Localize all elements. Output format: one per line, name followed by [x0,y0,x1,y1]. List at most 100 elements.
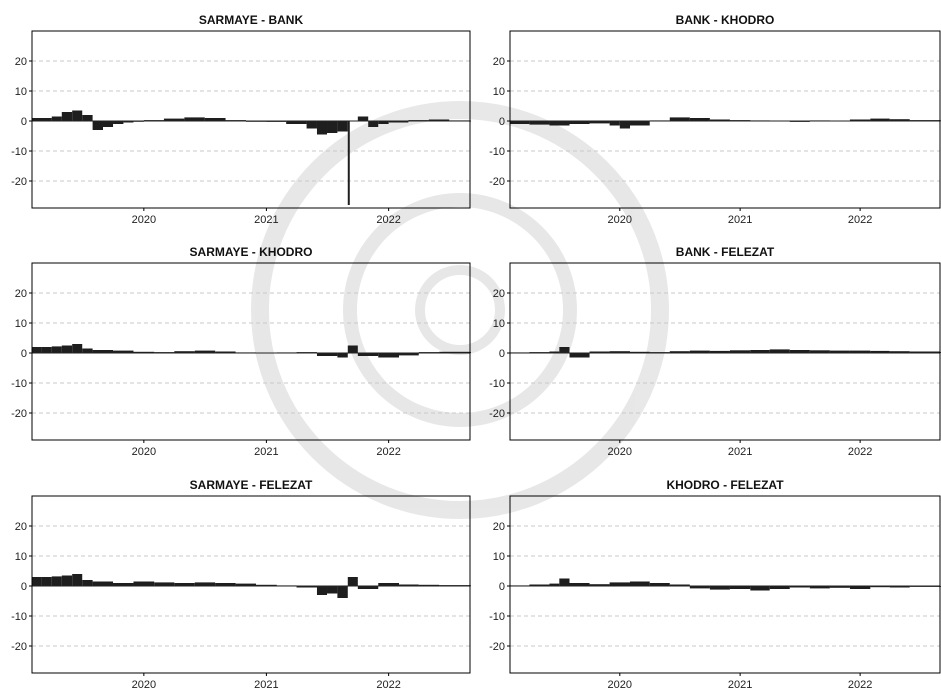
y-tick-label: -10 [489,378,505,390]
y-tick-label: -20 [489,176,505,188]
bar [92,350,114,353]
y-tick-label: -20 [489,641,505,653]
bar [589,121,610,124]
bar [569,583,590,586]
y-tick-label: 20 [493,56,505,68]
panel-title: SARMAYE - KHODRO [190,245,313,259]
y-tick-label: 20 [493,288,505,300]
panel-sarmaye-felezat: SARMAYE - FELEZAT 20 10 0 -10 -20 2020 2021 2022 [11,478,471,691]
bar [327,121,338,133]
bar [316,586,328,595]
y-tick-label: 10 [15,551,27,563]
bar [849,119,871,121]
y-tick-label: -10 [489,146,505,158]
bar [829,586,850,588]
bar [510,121,530,124]
bar [92,581,114,586]
plot-frame [31,495,471,674]
y-tick-label: -20 [11,176,27,188]
bar [41,577,52,586]
bar [82,580,93,586]
bar [235,583,257,586]
bar [357,353,379,356]
bar [256,584,277,586]
x-tick-label: 2021 [254,679,278,691]
bar [689,118,710,121]
plot-frame [31,262,471,441]
panel-title: SARMAYE - BANK [199,13,304,27]
bar [709,119,730,121]
y-tick-label: -20 [11,641,27,653]
bar [32,118,52,121]
bar [61,575,73,586]
y-tick-label: 20 [493,521,505,533]
bar [529,584,550,586]
bar [889,586,910,588]
bar [82,348,93,353]
bar [669,351,690,353]
bar [296,586,317,588]
bar [629,581,650,586]
bar [194,582,216,586]
bar [357,116,369,121]
y-tick-label: 10 [493,318,505,330]
bar [889,351,910,353]
panel-bank-khodro: BANK - KHODRO 20 10 0 -10 -20 2020 2021 2022 [489,13,941,226]
bar [82,115,93,121]
bar [769,586,790,589]
x-tick-label: 2021 [728,446,752,458]
y-tick-label: 0 [499,348,505,360]
bar [184,117,205,121]
bar [750,350,770,353]
x-tick-label: 2022 [848,214,872,226]
y-tick-label: 0 [21,348,27,360]
bar [870,118,890,121]
watermark-rosette-icon [251,101,669,519]
bar [609,351,630,353]
x-tick-label: 2021 [254,214,278,226]
plot-frame [31,30,471,209]
bar [72,344,83,353]
bar [769,349,790,353]
bar [729,586,751,589]
bar [337,586,348,598]
y-tick-label: 20 [15,288,27,300]
y-tick-label: -10 [11,378,27,390]
bar [559,578,570,586]
y-tick-label: -10 [489,611,505,623]
bar [529,121,550,125]
y-tick-label: 10 [493,551,505,563]
bar [163,118,185,121]
bar [609,121,620,126]
bar [174,583,195,586]
y-tick-label: 10 [15,86,27,98]
bar [337,121,348,132]
bar [51,116,62,121]
bar [809,586,830,589]
bar [629,351,650,353]
bar [689,586,710,589]
bar [368,121,379,127]
bar [439,351,470,353]
bar [102,121,114,127]
bar [849,586,871,589]
bar [418,584,440,586]
x-tick-label: 2022 [376,679,400,691]
panel-title: BANK - KHODRO [676,13,775,27]
x-tick-label: 2020 [608,214,632,226]
bar [589,584,610,586]
bar [709,350,730,353]
x-tick-label: 2020 [608,679,632,691]
bar [589,351,610,353]
bar [399,584,419,586]
bar [619,121,630,129]
panel-sarmaye-khodro: SARMAYE - KHODRO 20 10 0 -10 -20 2020 2021 2022 [11,245,471,458]
x-tick-label: 2022 [376,214,400,226]
bar [347,121,350,205]
y-tick-label: -10 [11,146,27,158]
bar [889,119,910,121]
bar [829,350,850,353]
panel-title: BANK - FELEZAT [676,245,775,259]
